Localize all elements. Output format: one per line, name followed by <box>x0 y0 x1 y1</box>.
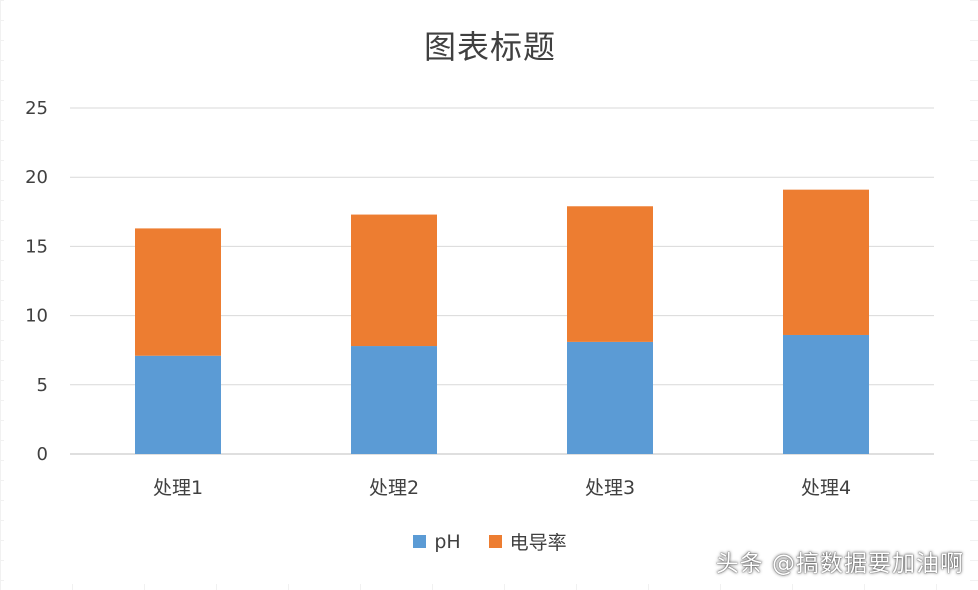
bar-ph[interactable] <box>351 346 437 454</box>
legend-label-conductivity: 电导率 <box>509 532 567 554</box>
bar-ph[interactable] <box>783 334 869 454</box>
y-tick-label: 15 <box>25 236 48 257</box>
y-tick-label: 0 <box>37 444 48 465</box>
x-category-label: 处理1 <box>153 477 203 499</box>
bar-conductivity[interactable] <box>567 206 653 342</box>
y-tick-label: 25 <box>25 98 48 119</box>
chart-area[interactable]: 图表标题 0 5 10 15 20 25 处理1 处理2 处理3 处理4 pH 电导率 <box>4 0 970 584</box>
bar-conductivity[interactable] <box>135 228 221 356</box>
legend-item-conductivity[interactable]: 电导率 <box>488 528 567 555</box>
x-category-label: 处理4 <box>801 477 851 499</box>
y-tick-label: 20 <box>25 167 48 188</box>
legend-swatch-ph <box>413 535 427 548</box>
watermark: 头条 @搞数据要加油啊 <box>715 551 964 577</box>
chart-title[interactable]: 图表标题 <box>423 28 556 66</box>
bar-conductivity[interactable] <box>783 189 869 335</box>
x-category-label: 处理2 <box>369 477 419 499</box>
legend-label-ph: pH <box>434 530 461 553</box>
bar-ph[interactable] <box>567 341 653 454</box>
bar-ph[interactable] <box>135 355 221 454</box>
legend-swatch-conductivity <box>488 535 502 548</box>
y-tick-label: 5 <box>37 375 48 396</box>
legend-item-ph[interactable]: pH <box>413 528 461 555</box>
y-tick-label: 10 <box>25 306 48 327</box>
x-category-label: 处理3 <box>585 477 635 499</box>
plot-area: 0 5 10 15 20 25 处理1 处理2 处理3 处理4 <box>25 98 934 499</box>
bar-conductivity[interactable] <box>351 214 437 347</box>
legend[interactable]: pH 电导率 <box>4 528 976 555</box>
